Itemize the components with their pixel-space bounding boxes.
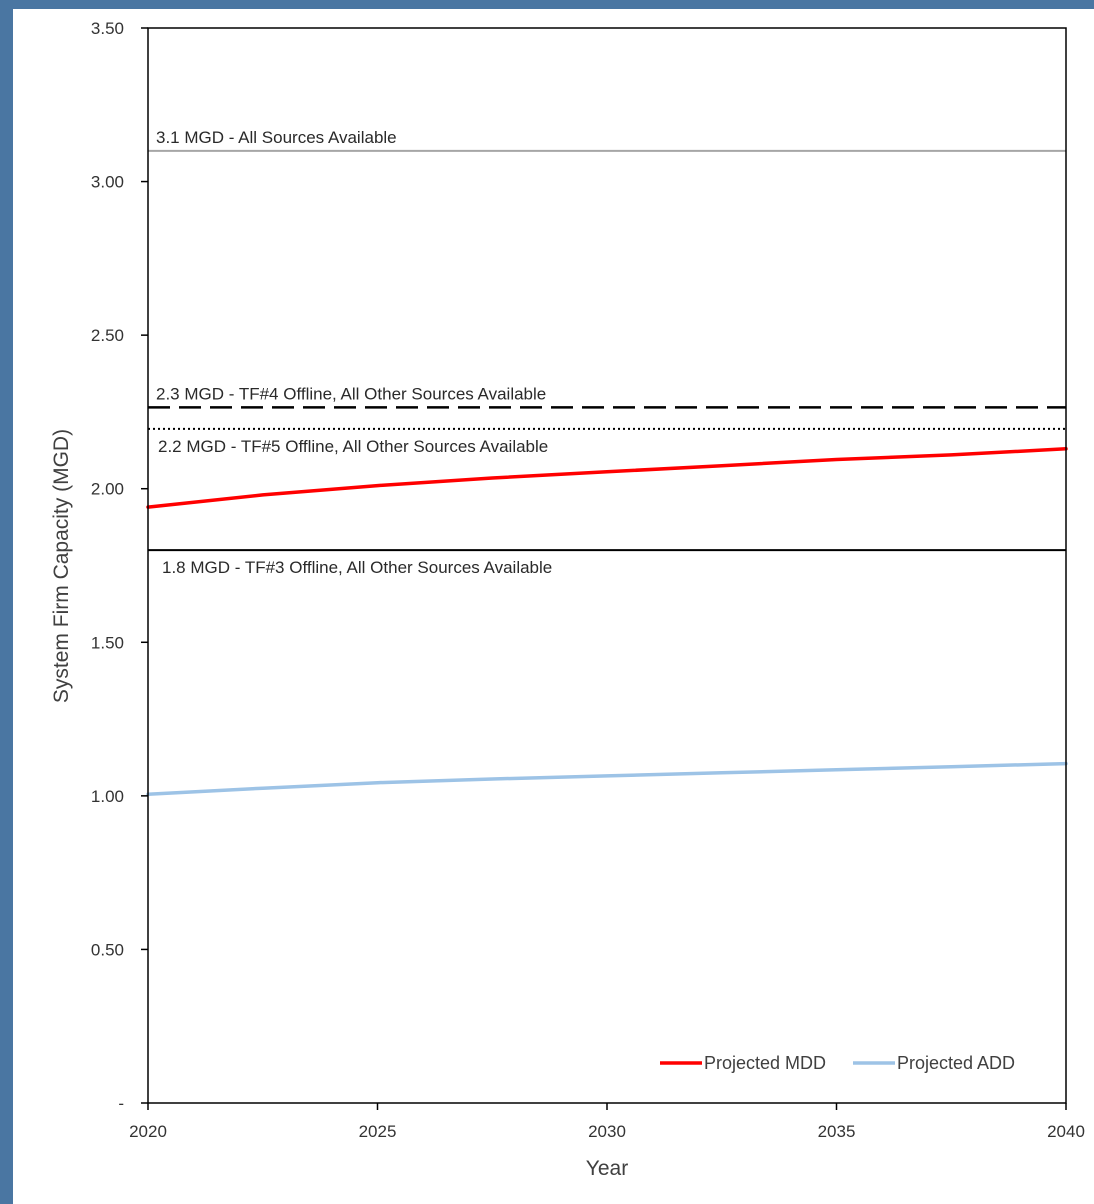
reference-lines-layer: 3.1 MGD - All Sources Available 2.3 MGD -… bbox=[148, 128, 1066, 577]
x-tick-label: 2020 bbox=[129, 1122, 167, 1141]
series-layer bbox=[146, 447, 1068, 797]
y-tick-label: 0.50 bbox=[91, 940, 124, 959]
reference-line-label-3: 2.2 MGD - TF#5 Offline, All Other Source… bbox=[158, 437, 548, 456]
x-tick-label: 2030 bbox=[588, 1122, 626, 1141]
reference-line-label-4: 1.8 MGD - TF#3 Offline, All Other Source… bbox=[162, 558, 552, 577]
y-tick-label: 2.50 bbox=[91, 326, 124, 345]
y-tick-label: 3.00 bbox=[91, 173, 124, 192]
y-tick-label: 3.50 bbox=[91, 19, 124, 38]
y-tick-label: - bbox=[118, 1094, 124, 1113]
y-tick-label: 2.00 bbox=[91, 480, 124, 499]
x-tick-label: 2035 bbox=[818, 1122, 856, 1141]
legend-label-1: Projected MDD bbox=[704, 1053, 826, 1073]
legend: Projected MDD Projected ADD bbox=[660, 1053, 1015, 1073]
x-tick-label: 2040 bbox=[1047, 1122, 1085, 1141]
reference-line-label-2: 2.3 MGD - TF#4 Offline, All Other Source… bbox=[156, 384, 546, 403]
axes-layer: - 0.50 1.00 1.50 2.00 2.50 3.00 3.50 2020 2025 203… bbox=[50, 19, 1085, 1180]
x-tick-label: 2025 bbox=[359, 1122, 397, 1141]
frame-border-top bbox=[0, 0, 1094, 9]
x-axis-title: Year bbox=[586, 1157, 628, 1180]
series-line-projected-add bbox=[146, 761, 1068, 797]
series-line-projected-mdd bbox=[146, 447, 1068, 509]
legend-label-2: Projected ADD bbox=[897, 1053, 1015, 1073]
frame-border-left bbox=[0, 0, 13, 1204]
y-tick-label: 1.50 bbox=[91, 633, 124, 652]
y-tick-label: 1.00 bbox=[91, 787, 124, 806]
y-axis-title: System Firm Capacity (MGD) bbox=[50, 429, 73, 703]
reference-line-label-1: 3.1 MGD - All Sources Available bbox=[156, 128, 397, 147]
